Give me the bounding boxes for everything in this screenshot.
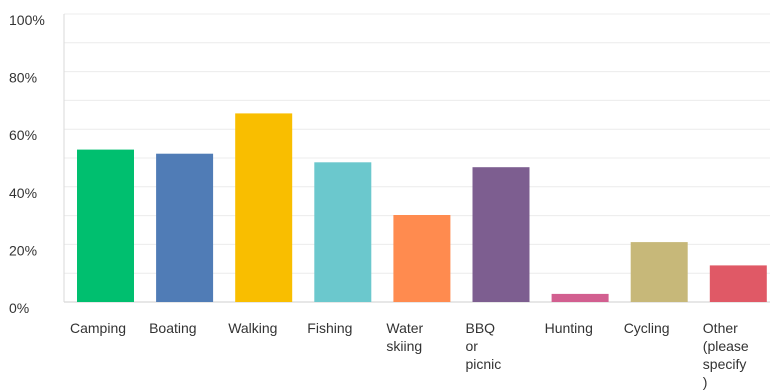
- x-tick-label-line: specify: [703, 356, 747, 372]
- x-tick-label: Walking: [228, 320, 277, 336]
- bar: [235, 113, 293, 303]
- x-tick-label-line: ): [703, 374, 708, 390]
- x-tick-label: Boating: [149, 320, 196, 336]
- x-tick-label-line: BBQ: [466, 320, 496, 336]
- x-tick-label-line: Boating: [149, 320, 196, 336]
- x-tick-label-line: Water: [386, 320, 423, 336]
- x-tick-label-line: Walking: [228, 320, 277, 336]
- y-tick-label: 20%: [9, 242, 37, 258]
- x-tick-label: Fishing: [307, 320, 352, 336]
- x-tick-label: BBQ or picnic: [466, 320, 502, 372]
- bar: [551, 293, 609, 302]
- y-tick-label: 100%: [9, 12, 45, 28]
- x-tick-label-line: or: [466, 338, 479, 354]
- x-axis-labels: Camping Boating Walking Fishing Water skiing B…: [70, 320, 749, 390]
- x-tick-label-line: (please: [703, 338, 749, 354]
- x-tick-label-line: Hunting: [545, 320, 593, 336]
- x-tick-label-line: Cycling: [624, 320, 670, 336]
- y-tick-label: 40%: [9, 185, 37, 201]
- x-tick-label: Other (please specify): [703, 320, 749, 390]
- bar: [77, 149, 134, 302]
- x-tick-label: Water skiing: [386, 320, 423, 354]
- x-tick-label: Camping: [70, 320, 126, 336]
- x-tick-label-line: Other: [703, 320, 738, 336]
- bar: [156, 153, 214, 302]
- bar: [393, 215, 451, 302]
- x-tick-label: Hunting: [545, 320, 593, 336]
- y-axis-ticks: 0% 20% 40% 60% 80% 100%: [9, 12, 45, 316]
- bar: [472, 167, 530, 302]
- bar: [314, 162, 372, 302]
- y-tick-label: 80%: [9, 70, 37, 86]
- x-tick-label-line: Camping: [70, 320, 126, 336]
- x-tick-label: Cycling: [624, 320, 670, 336]
- bars: [77, 113, 767, 303]
- bar: [709, 265, 767, 302]
- bar: [630, 242, 688, 302]
- y-tick-label: 60%: [9, 127, 37, 143]
- x-tick-label-line: picnic: [466, 356, 502, 372]
- x-tick-label-line: Fishing: [307, 320, 352, 336]
- y-tick-label: 0%: [9, 300, 29, 316]
- x-tick-label-line: skiing: [386, 338, 422, 354]
